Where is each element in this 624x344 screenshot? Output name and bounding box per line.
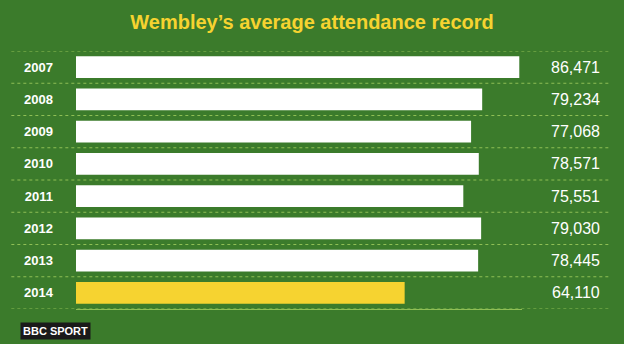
svg-text:2014: 2014 [24,285,54,300]
svg-text:79,234: 79,234 [551,91,600,108]
svg-text:2009: 2009 [24,124,53,139]
svg-text:79,030: 79,030 [551,220,600,237]
svg-text:Wembley’s average attendance r: Wembley’s average attendance record [130,11,494,33]
svg-text:2010: 2010 [24,156,53,171]
svg-text:2008: 2008 [24,92,53,107]
svg-text:78,571: 78,571 [551,155,600,172]
svg-text:86,471: 86,471 [551,59,600,76]
svg-text:77,068: 77,068 [551,123,600,140]
svg-text:2012: 2012 [24,221,53,236]
svg-text:78,445: 78,445 [551,252,600,269]
svg-text:75,551: 75,551 [551,188,600,205]
svg-text:BBC SPORT: BBC SPORT [23,325,88,337]
svg-text:2007: 2007 [24,60,53,75]
svg-text:2013: 2013 [24,253,53,268]
svg-text:64,110: 64,110 [552,284,600,301]
svg-text:2011: 2011 [25,189,53,204]
